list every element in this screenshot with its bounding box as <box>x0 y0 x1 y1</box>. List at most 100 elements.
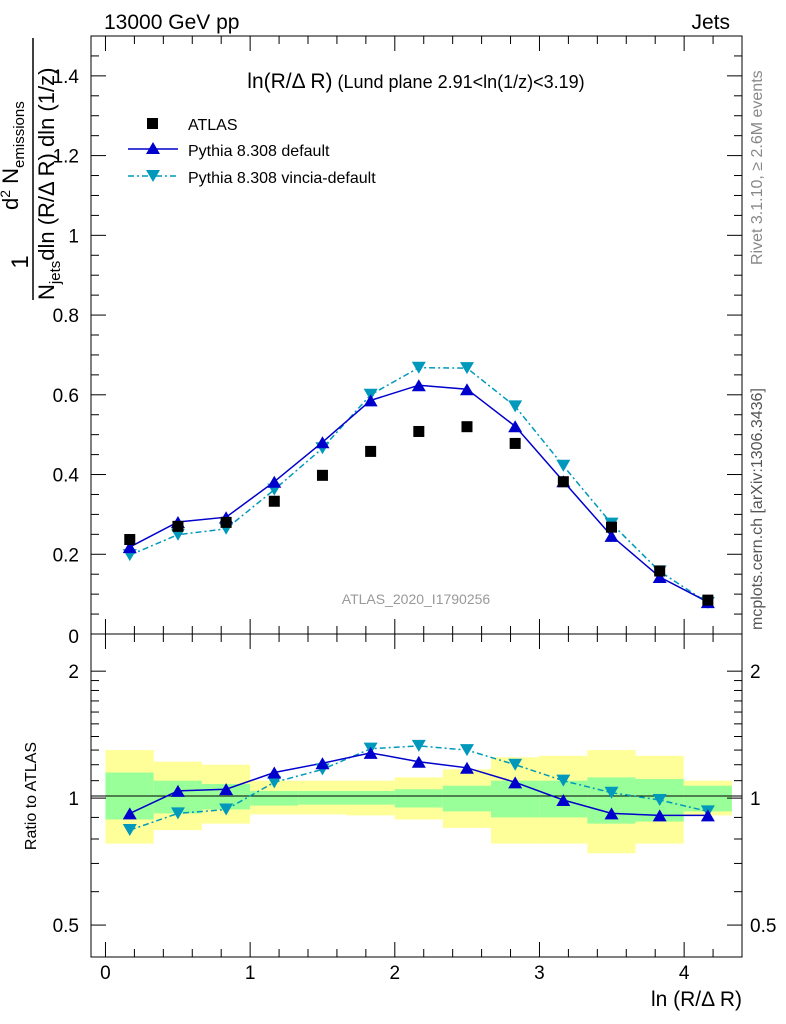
vincia-point <box>556 459 571 472</box>
ratio-default-point <box>411 755 426 768</box>
default-point <box>459 383 474 396</box>
default-point <box>315 436 330 449</box>
band-inner <box>298 790 347 805</box>
ratio-panel: 0.5 0.5 1 1 2 2 0 1 2 3 4 Ratio to ATLAS ln (R/Δ … <box>23 633 777 1011</box>
watermark: ATLAS_2020_I1790256 <box>342 591 491 607</box>
rivet-label: Rivet 3.1.10, ≥ 2.6M events <box>749 70 766 265</box>
default-line <box>129 384 709 603</box>
ratio-vincia-point <box>170 807 185 820</box>
atlas-point <box>124 534 136 546</box>
atlas-point <box>654 565 666 577</box>
legend-marker-atlas <box>147 118 158 129</box>
main-ytick-label: 0.2 <box>53 545 79 566</box>
band-inner <box>250 790 299 806</box>
ratio-vincia-point <box>411 739 426 752</box>
default-point <box>508 420 523 433</box>
atlas-point <box>606 521 618 533</box>
ratio-ytick-label: 2 <box>68 662 79 683</box>
atlas-point <box>702 594 714 606</box>
atlas-point <box>509 437 521 449</box>
main-ytick-label: 0.6 <box>53 386 79 407</box>
atlas-point <box>413 425 425 437</box>
legend-marker-vincia <box>146 170 160 182</box>
xlabel: ln (R/Δ R) <box>651 988 742 1011</box>
main-ticks <box>91 35 742 635</box>
main-ytick-label: 0.8 <box>53 306 79 327</box>
ratio-ytick-label: 1 <box>68 789 79 810</box>
ratio-ytick-label: 0.5 <box>53 916 79 937</box>
ratio-vincia-point <box>556 774 571 787</box>
ratio-series <box>122 739 715 837</box>
ratio-default-point <box>508 776 523 789</box>
main-ytick-label: 1.4 <box>53 67 80 88</box>
atlas-point <box>220 516 232 528</box>
ratio-vincia-point <box>122 824 137 837</box>
atlas-point <box>316 469 328 481</box>
ratio-frame <box>90 633 743 958</box>
main-ytick-labels: 0.2 0.4 0.6 0.8 1 1.2 1.4 <box>53 67 80 566</box>
main-title: ln(R/Δ R) (Lund plane 2.91<ln(1/z)<3.19) <box>247 70 584 93</box>
main-ylabel: 1 d2 Nemissions Njetsdln (R/Δ R) dln (1/… <box>0 38 64 300</box>
legend: ATLAS Pythia 8.308 default Pythia 8.308 … <box>128 117 376 187</box>
ratio-default-point <box>604 807 619 820</box>
legend-label-default: Pythia 8.308 default <box>188 143 330 160</box>
vincia-line <box>129 366 709 604</box>
vincia-point <box>411 361 426 374</box>
legend-marker-default <box>146 142 160 154</box>
ratio-default-point <box>652 809 667 822</box>
main-ytick-label-partial: 0 <box>68 627 79 648</box>
ratio-default-point <box>315 757 330 770</box>
ratio-ytick-label-right: 0.5 <box>750 916 776 937</box>
ratio-xtick-labels: 0 1 2 3 4 <box>100 963 690 984</box>
ratio-default-point <box>267 766 282 779</box>
ratio-vincia-point <box>508 758 523 771</box>
vincia-point <box>459 362 474 375</box>
default-point <box>267 475 282 488</box>
default-point <box>652 570 667 583</box>
xtick-label: 2 <box>390 963 401 984</box>
ratio-ytick-labels: 0.5 0.5 1 1 2 2 <box>53 662 777 937</box>
main-ytick-label: 0.4 <box>53 466 80 487</box>
ratio-ytick-label-right: 1 <box>750 789 761 810</box>
ratio-default-point <box>556 793 571 806</box>
ratio-ticks <box>91 634 742 957</box>
atlas-point <box>461 421 473 433</box>
ratio-default-point <box>459 761 474 774</box>
default-point <box>363 394 378 407</box>
default-point <box>604 529 619 542</box>
ratio-vincia-point <box>219 803 234 816</box>
default-point <box>122 541 137 554</box>
atlas-point <box>365 445 377 457</box>
main-panel: 0.2 0.4 0.6 0.8 1 1.2 1.4 0 ln(R/Δ R) (Lund pl… <box>53 35 743 648</box>
xtick-label: 4 <box>679 963 690 984</box>
main-ytick-label: 1.2 <box>53 147 79 168</box>
main-ylabel-numerator: d2 Nemissions <box>0 101 28 210</box>
legend-label-atlas: ATLAS <box>188 117 238 134</box>
ratio-default-point <box>219 783 234 796</box>
ratio-default-point <box>170 784 185 797</box>
main-ylabel-denominator: Njetsdln (R/Δ R) dln (1/z) <box>34 68 64 300</box>
main-series <box>122 361 715 609</box>
ratio-default-point <box>700 809 715 822</box>
atlas-point <box>268 495 280 507</box>
band-inner <box>442 785 492 812</box>
default-point <box>411 379 426 392</box>
ratio-vincia-point <box>604 786 619 799</box>
ratio-ytick-label-right: 2 <box>750 662 761 683</box>
header-right: Jets <box>691 11 730 34</box>
atlas-point <box>557 476 569 488</box>
ratio-ylabel: Ratio to ATLAS <box>23 742 40 850</box>
main-ytick-label: 1 <box>68 226 79 247</box>
ratio-vincia-point <box>652 793 667 806</box>
band-inner <box>346 790 395 805</box>
legend-label-vincia: Pythia 8.308 vincia-default <box>188 170 376 187</box>
ratio-default-point <box>363 746 378 759</box>
main-ylabel-one: 1 <box>7 255 34 268</box>
ratio-vincia-point <box>267 776 282 789</box>
mcplots-label: mcplots.cern.ch [arXiv:1306.3436] <box>749 388 766 630</box>
header-left: 13000 GeV pp <box>104 11 239 34</box>
ratio-default-point <box>122 807 137 820</box>
xtick-label: 0 <box>100 963 111 984</box>
xtick-label: 3 <box>534 963 545 984</box>
